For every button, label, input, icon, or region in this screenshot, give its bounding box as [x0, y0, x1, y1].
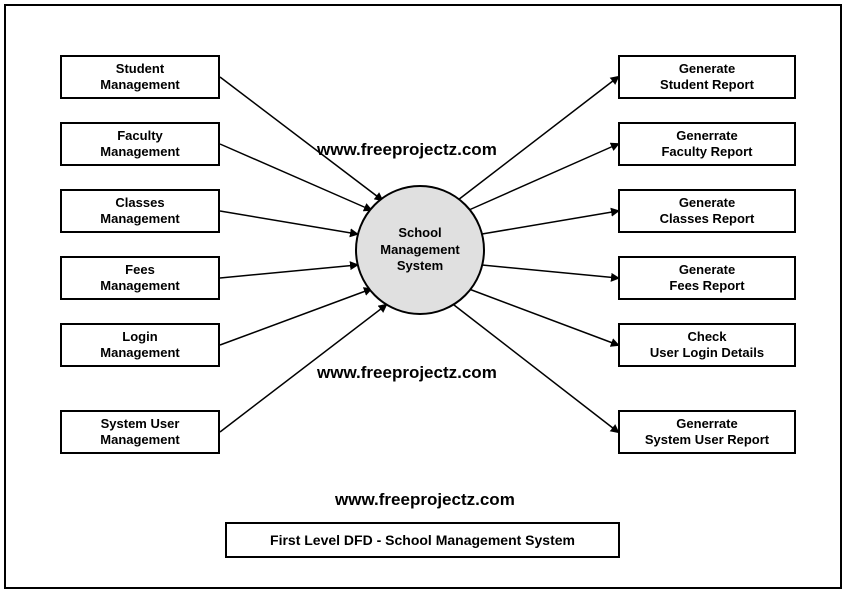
entity-label-line1: System User	[101, 416, 180, 432]
entity-faculty-report: Generrate Faculty Report	[618, 122, 796, 166]
process-label-line2: Management	[380, 242, 459, 259]
entity-label-line1: Generrate	[676, 416, 737, 432]
entity-faculty-management: Faculty Management	[60, 122, 220, 166]
entity-label-line1: Check	[687, 329, 726, 345]
entity-label-line1: Generate	[679, 61, 735, 77]
entity-label-line1: Classes	[115, 195, 164, 211]
entity-label-line2: Fees Report	[669, 278, 744, 294]
entity-label-line2: Management	[100, 144, 179, 160]
process-label-line1: School	[398, 225, 441, 242]
entity-label-line2: Student Report	[660, 77, 754, 93]
entity-label-line1: Fees	[125, 262, 155, 278]
entity-label-line2: Management	[100, 278, 179, 294]
entity-label-line2: Management	[100, 211, 179, 227]
entity-classes-report: Generate Classes Report	[618, 189, 796, 233]
entity-label-line1: Generrate	[676, 128, 737, 144]
entity-system-user-report: Generrate System User Report	[618, 410, 796, 454]
entity-login-management: Login Management	[60, 323, 220, 367]
entity-label-line2: Faculty Report	[661, 144, 752, 160]
entity-login-check: Check User Login Details	[618, 323, 796, 367]
entity-label-line1: Student	[116, 61, 164, 77]
process-school-management-system: School Management System	[355, 185, 485, 315]
entity-label-line2: Management	[100, 432, 179, 448]
diagram-canvas: Student Management Faculty Management Cl…	[0, 0, 846, 593]
entity-label-line2: System User Report	[645, 432, 769, 448]
entity-student-report: Generate Student Report	[618, 55, 796, 99]
entity-label-line1: Generate	[679, 262, 735, 278]
entity-classes-management: Classes Management	[60, 189, 220, 233]
entity-label-line2: User Login Details	[650, 345, 764, 361]
entity-student-management: Student Management	[60, 55, 220, 99]
process-label-line3: System	[397, 258, 443, 275]
watermark-top: www.freeprojectz.com	[317, 140, 497, 160]
entity-label-line2: Management	[100, 345, 179, 361]
entity-fees-report: Generate Fees Report	[618, 256, 796, 300]
watermark-bottom: www.freeprojectz.com	[335, 490, 515, 510]
watermark-middle: www.freeprojectz.com	[317, 363, 497, 383]
entity-label-line1: Faculty	[117, 128, 163, 144]
entity-label-line1: Login	[122, 329, 157, 345]
title-text: First Level DFD - School Management Syst…	[270, 532, 575, 548]
entity-system-user-management: System User Management	[60, 410, 220, 454]
entity-fees-management: Fees Management	[60, 256, 220, 300]
diagram-title: First Level DFD - School Management Syst…	[225, 522, 620, 558]
entity-label-line2: Classes Report	[660, 211, 755, 227]
entity-label-line2: Management	[100, 77, 179, 93]
entity-label-line1: Generate	[679, 195, 735, 211]
